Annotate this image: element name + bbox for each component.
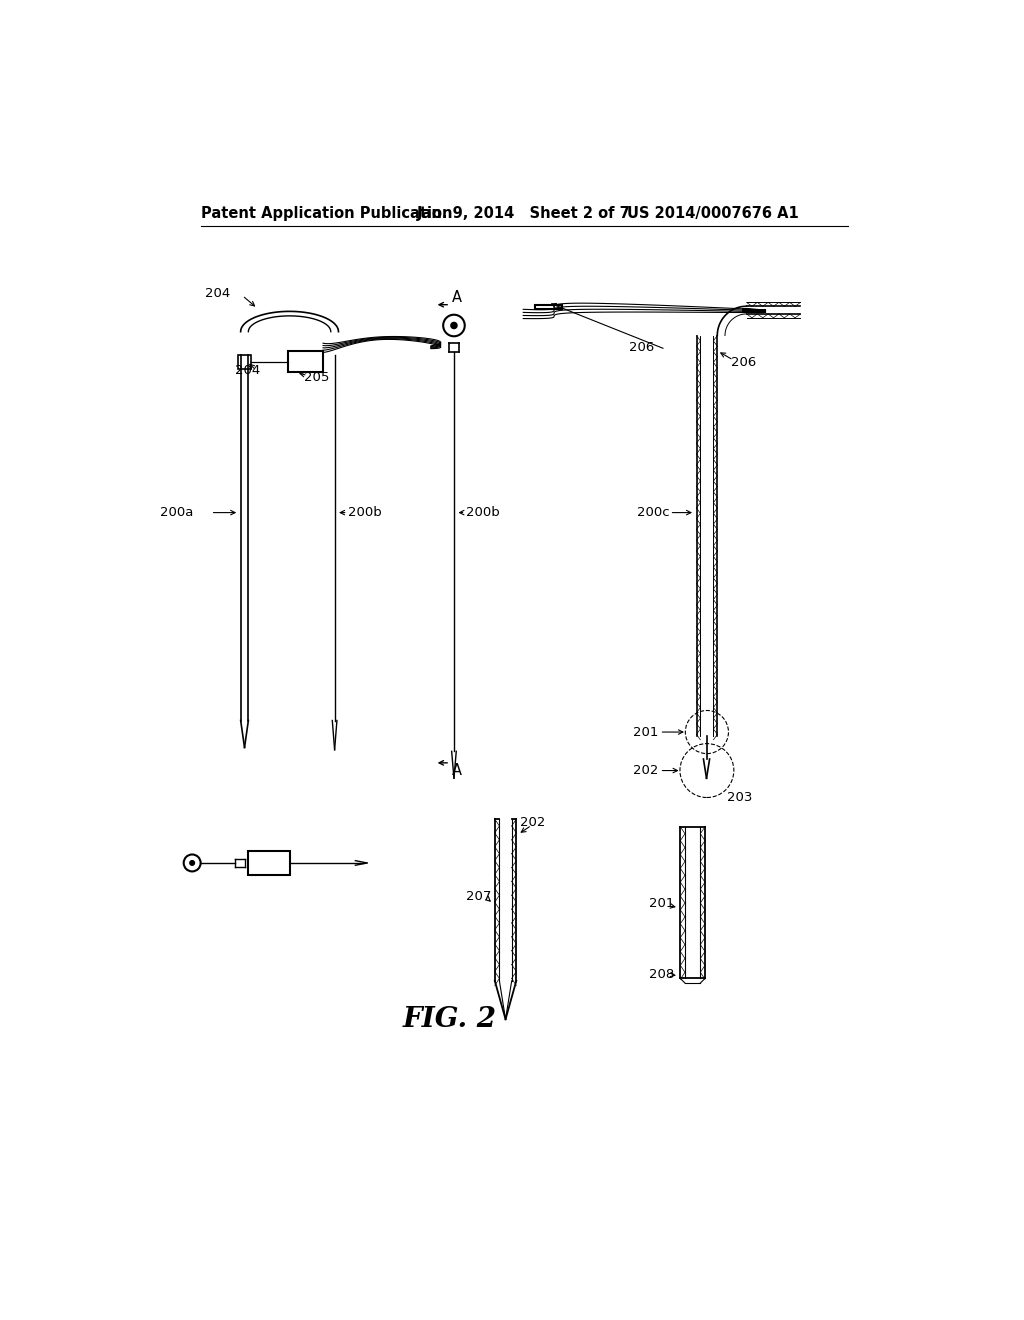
- Text: Jan. 9, 2014   Sheet 2 of 7: Jan. 9, 2014 Sheet 2 of 7: [417, 206, 631, 222]
- Circle shape: [451, 322, 457, 329]
- Text: 200c: 200c: [637, 506, 670, 519]
- Text: 203: 203: [727, 791, 753, 804]
- Text: A: A: [452, 763, 462, 777]
- Text: Patent Application Publication: Patent Application Publication: [202, 206, 453, 222]
- Text: 208: 208: [649, 968, 674, 981]
- Text: 201: 201: [649, 898, 674, 911]
- Circle shape: [189, 861, 195, 866]
- Bar: [289, 351, 323, 372]
- Text: 202: 202: [520, 816, 546, 829]
- Text: FIG. 2: FIG. 2: [403, 1006, 497, 1032]
- Text: 200b: 200b: [348, 506, 382, 519]
- Text: 206: 206: [731, 356, 757, 370]
- Text: 204: 204: [206, 286, 230, 300]
- Text: US 2014/0007676 A1: US 2014/0007676 A1: [628, 206, 799, 222]
- Text: 202: 202: [633, 764, 658, 777]
- Text: 201: 201: [633, 726, 658, 739]
- Text: 200b: 200b: [466, 506, 500, 519]
- Text: 205: 205: [304, 371, 329, 384]
- Text: 207: 207: [466, 890, 490, 903]
- Bar: [238, 355, 252, 368]
- Bar: [248, 851, 290, 875]
- Text: 200a: 200a: [161, 506, 194, 519]
- Text: 204: 204: [234, 363, 260, 376]
- Text: 206: 206: [629, 341, 654, 354]
- Bar: [535, 305, 562, 309]
- Text: A: A: [452, 289, 462, 305]
